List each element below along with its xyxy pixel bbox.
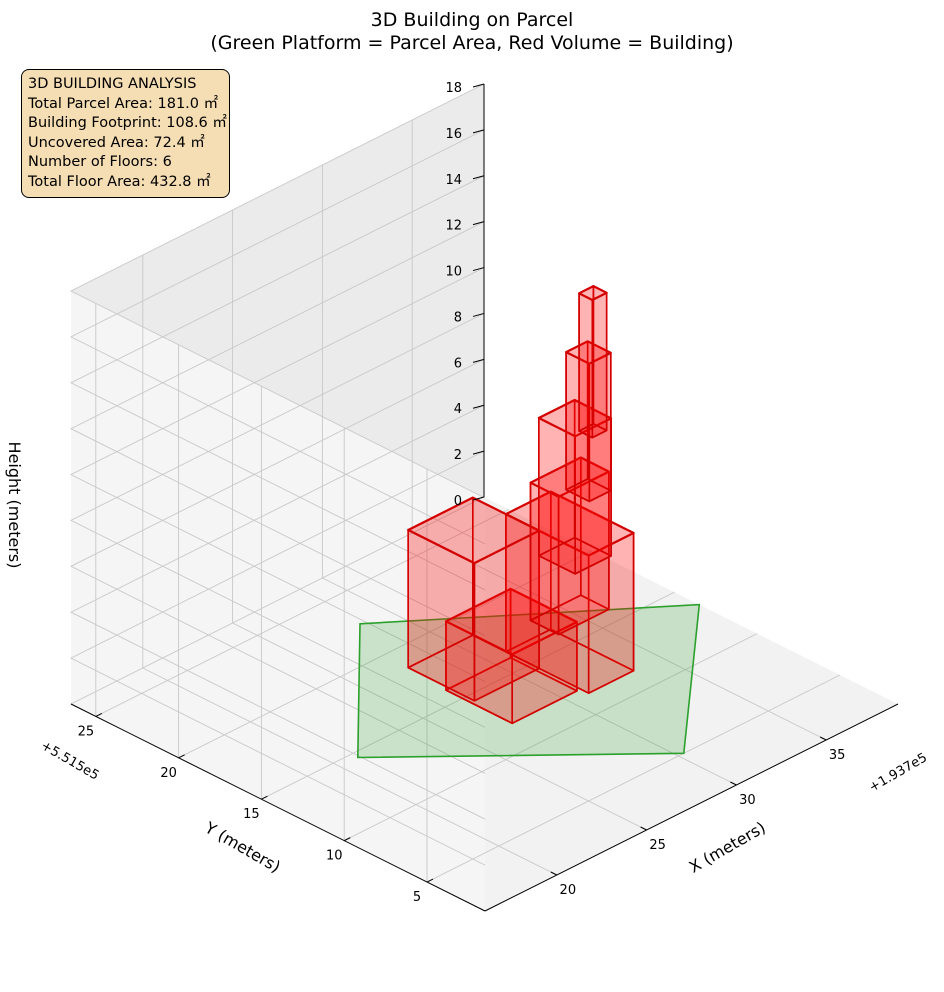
- building-block: [529, 456, 611, 636]
- parcel-platform: [356, 603, 701, 759]
- y-tick-label: 10: [326, 849, 343, 864]
- y-tick-label: 25: [78, 724, 95, 739]
- chart-title-line2: (Green Platform = Parcel Area, Red Volum…: [210, 32, 733, 54]
- x-tick: [550, 871, 558, 876]
- z-gridline: [69, 175, 486, 591]
- back-pane-y: [71, 291, 485, 911]
- x-tick: [730, 781, 737, 786]
- info-title: 3D BUILDING ANALYSIS: [28, 76, 197, 92]
- z-gridline: [69, 221, 486, 637]
- z-tick-label: 18: [445, 81, 462, 96]
- z-gridline: [69, 83, 486, 499]
- z-tick-label: 12: [445, 219, 462, 234]
- x-tick-label: 25: [649, 838, 666, 853]
- z-tick: [472, 496, 485, 501]
- z-axis-label: Height (meters): [5, 442, 24, 569]
- x-axis-line: [484, 703, 899, 912]
- y-tick: [261, 795, 268, 800]
- z-tick: [472, 221, 485, 226]
- z-tick: [472, 83, 485, 88]
- info-parcel-area: Total Parcel Area: 181.0 ㎡: [28, 95, 219, 112]
- z-tick: [472, 129, 485, 134]
- z-tick-label: 16: [445, 127, 462, 142]
- building-block: [407, 496, 541, 702]
- x-tick-label: 20: [560, 883, 577, 898]
- y-offset-label: +5.515e5: [38, 738, 101, 783]
- building-volume: [407, 285, 635, 725]
- y-tick-label: 20: [160, 766, 177, 781]
- z-tick-label: 8: [454, 310, 462, 325]
- z-tick-label: 14: [445, 173, 462, 188]
- building-face: [564, 340, 612, 365]
- analysis-info-box: 3D BUILDING ANALYSIS Total Parcel Area: …: [21, 69, 230, 198]
- y-tick: [426, 878, 434, 883]
- z-tick-label: 4: [454, 402, 462, 417]
- x-tick-label: 35: [829, 748, 846, 763]
- z-tick-label: 0: [454, 494, 462, 509]
- chart-title-line1: 3D Building on Parcel: [371, 9, 574, 31]
- y-tick: [344, 837, 351, 842]
- y-tick-label: 5: [413, 890, 421, 905]
- x-tick: [819, 736, 827, 741]
- z-tick: [472, 358, 485, 363]
- x-axis-label: X (meters): [686, 818, 769, 877]
- info-uncovered: Uncovered Area: 72.4 ㎡: [28, 134, 205, 151]
- tick-labels: 20 25 30 35 5 10 15 20 25 0 2 4 6 8 10 12 14 16 18: [78, 81, 846, 905]
- z-tick-label: 6: [454, 356, 462, 371]
- z-tick: [472, 267, 485, 272]
- building-block: [504, 490, 635, 695]
- info-footprint: Building Footprint: 108.6 ㎡: [28, 115, 227, 131]
- axis-lines: [70, 84, 899, 912]
- parcel-polygon: [356, 603, 701, 759]
- y-axis-line: [70, 703, 486, 912]
- building-face: [591, 291, 608, 439]
- x-tick: [640, 826, 647, 831]
- z-gridline: [69, 129, 486, 545]
- building-block: [577, 285, 608, 439]
- building-face: [578, 285, 595, 432]
- x-tick-label: 30: [739, 793, 756, 808]
- y-tick-label: 15: [243, 807, 260, 822]
- z-tick: [472, 312, 485, 317]
- info-floors: Number of Floors: 6: [28, 154, 172, 170]
- building-face: [577, 285, 608, 302]
- y-tick: [95, 712, 103, 717]
- z-gridline: [69, 312, 486, 728]
- z-tick: [472, 175, 485, 180]
- y-axis-label: Y (meters): [201, 818, 284, 877]
- z-tick-label: 10: [445, 265, 462, 280]
- x-offset-label: +1.937e5: [867, 750, 930, 795]
- info-floor-area: Total Floor Area: 432.8 ㎡: [28, 173, 211, 190]
- z-tick-label: 2: [454, 448, 462, 463]
- z-tick: [472, 404, 485, 409]
- z-gridline: [69, 267, 486, 683]
- y-tick: [178, 754, 185, 759]
- z-tick: [472, 450, 485, 455]
- building-face: [407, 496, 541, 565]
